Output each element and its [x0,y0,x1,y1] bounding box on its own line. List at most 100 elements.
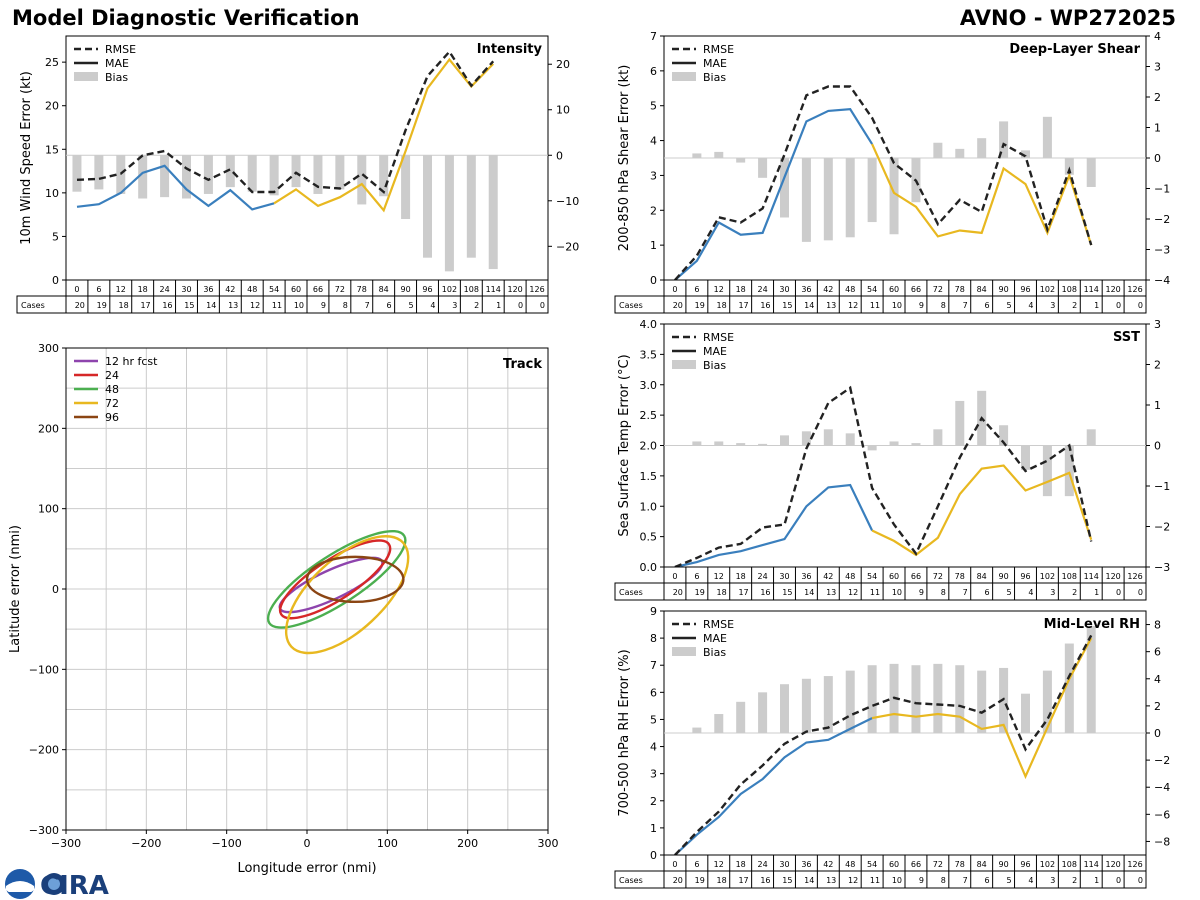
intensity-bias-bar [182,155,191,199]
rh-hour-cell: 48 [845,860,855,869]
shear-y2tick-label: 1 [1154,122,1161,135]
rh-hour-cell: 114 [1084,860,1099,869]
intensity-y2tick-label: −20 [556,240,579,253]
legend-bias-label: Bias [703,71,726,84]
shear-ytick-label: 4 [650,135,657,148]
rh-hour-cell: 78 [955,860,965,869]
sst-case-cell: 3 [1050,588,1055,597]
sst-ytick-label: 0.5 [640,531,658,544]
intensity-case-cell: 9 [321,301,326,310]
legend-bias-swatch [672,647,696,656]
shear-hour-cell: 84 [977,285,987,294]
rh-case-cell: 12 [848,876,858,885]
shear-bias-bar [999,121,1009,158]
rh-ytick-label: 8 [650,632,657,645]
shear-cases-row [614,295,1147,314]
intensity-case-cell: 10 [294,301,304,310]
shear-hour-cell: 96 [1020,285,1030,294]
intensity-bias-bar [72,155,82,192]
rh-hour-cell: 6 [694,860,699,869]
rh-ytick-label: 7 [650,659,657,672]
shear-bias-bar [1064,158,1074,175]
intensity-case-cell: 19 [97,301,107,310]
shear-hour-cell: 18 [736,285,746,294]
intensity-bias-bar [401,155,411,219]
noaa-seal-icon [5,869,35,899]
track-xtick-label: 300 [538,837,559,850]
shear-hour-cell: 72 [933,285,943,294]
sst-bias-bar [1064,445,1074,497]
shear-bias-bar [845,158,855,238]
intensity-bias-bar [488,155,498,270]
rh-bias-bar [1086,625,1096,733]
sst-bias-bar [736,443,746,446]
sst-bias-bar [889,441,899,446]
track-legend-label: 24 [105,369,119,382]
intensity-case-cell: 17 [140,301,150,310]
track-ellipse-48 [266,529,407,629]
sst-hour-cell: 0 [672,572,677,581]
shear-ylabel: 200-850 hPa Shear Error (kt) [617,65,632,252]
sst-cases-label: Cases [619,588,643,597]
intensity-ytick-label: 15 [45,143,59,156]
shear-y2tick-label: 3 [1154,61,1161,74]
sst-bias-bar [692,441,702,446]
intensity-hour-cell: 108 [464,285,479,294]
sst-ytick-label: 1.0 [640,500,658,513]
shear-y2tick-label: 0 [1154,152,1161,165]
shear-bias-bar [1086,158,1096,187]
shear-ytick-label: 3 [650,169,657,182]
sst-bias-bar [1021,445,1030,470]
shear-case-cell: 15 [782,301,792,310]
sst-hour-cell: 12 [714,572,724,581]
intensity-ylabel: 10m Wind Speed Error (kt) [19,71,34,245]
rh-case-cell: 11 [870,876,880,885]
intensity-case-cell: 0 [540,301,545,310]
sst-hour-cell: 90 [998,572,1008,581]
intensity-mae-line-late [273,57,494,213]
intensity-hour-cell: 18 [138,285,148,294]
track-xtick-label: −100 [212,837,242,850]
shear-case-cell: 12 [848,301,858,310]
sst-hour-cell: 42 [823,572,833,581]
sst-hour-cell: 30 [779,572,789,581]
sst-case-cell: 12 [848,588,858,597]
rh-hour-cell: 126 [1127,860,1142,869]
intensity-bias-bar [444,155,454,272]
intensity-hour-cell: 90 [400,285,410,294]
rh-case-cell: 0 [1138,876,1143,885]
track-xtick-label: 200 [457,837,478,850]
intensity-case-cell: 11 [272,301,282,310]
intensity-mae-line-early [76,164,275,211]
rh-y2tick-label: −2 [1154,754,1170,767]
cira-logo-text: CIRA [40,871,109,900]
rh-y2tick-label: 2 [1154,700,1161,713]
shear-case-cell: 16 [760,301,770,310]
sst-case-cell: 9 [919,588,924,597]
shear-case-cell: 3 [1050,301,1055,310]
shear-hour-cell: 90 [998,285,1008,294]
legend-mae-label: MAE [703,632,727,645]
rh-hour-cell: 108 [1062,860,1077,869]
shear-hour-cell: 120 [1105,285,1120,294]
intensity-y2tick-label: 10 [556,104,570,117]
shear-hour-cell: 114 [1084,285,1099,294]
shear-hour-cell: 78 [955,285,965,294]
legend-rmse-label: RMSE [105,43,136,56]
rh-hour-cell: 60 [889,860,899,869]
track-ytick-label: −200 [29,744,59,757]
shear-hour-cell: 36 [801,285,811,294]
intensity-case-cell: 20 [75,301,85,310]
rh-y2tick-label: 0 [1154,727,1161,740]
sst-hour-cell: 84 [977,572,987,581]
rh-hour-cell: 90 [998,860,1008,869]
page-title: Model Diagnostic Verification [12,6,360,30]
shear-bias-bar [889,158,899,235]
rh-case-cell: 14 [804,876,814,885]
shear-ytick-label: 1 [650,239,657,252]
sst-y2tick-label: −2 [1154,521,1170,534]
sst-case-cell: 11 [870,588,880,597]
track-ylabel: Latitude error (nmi) [8,525,23,653]
sst-hour-cell: 102 [1040,572,1055,581]
